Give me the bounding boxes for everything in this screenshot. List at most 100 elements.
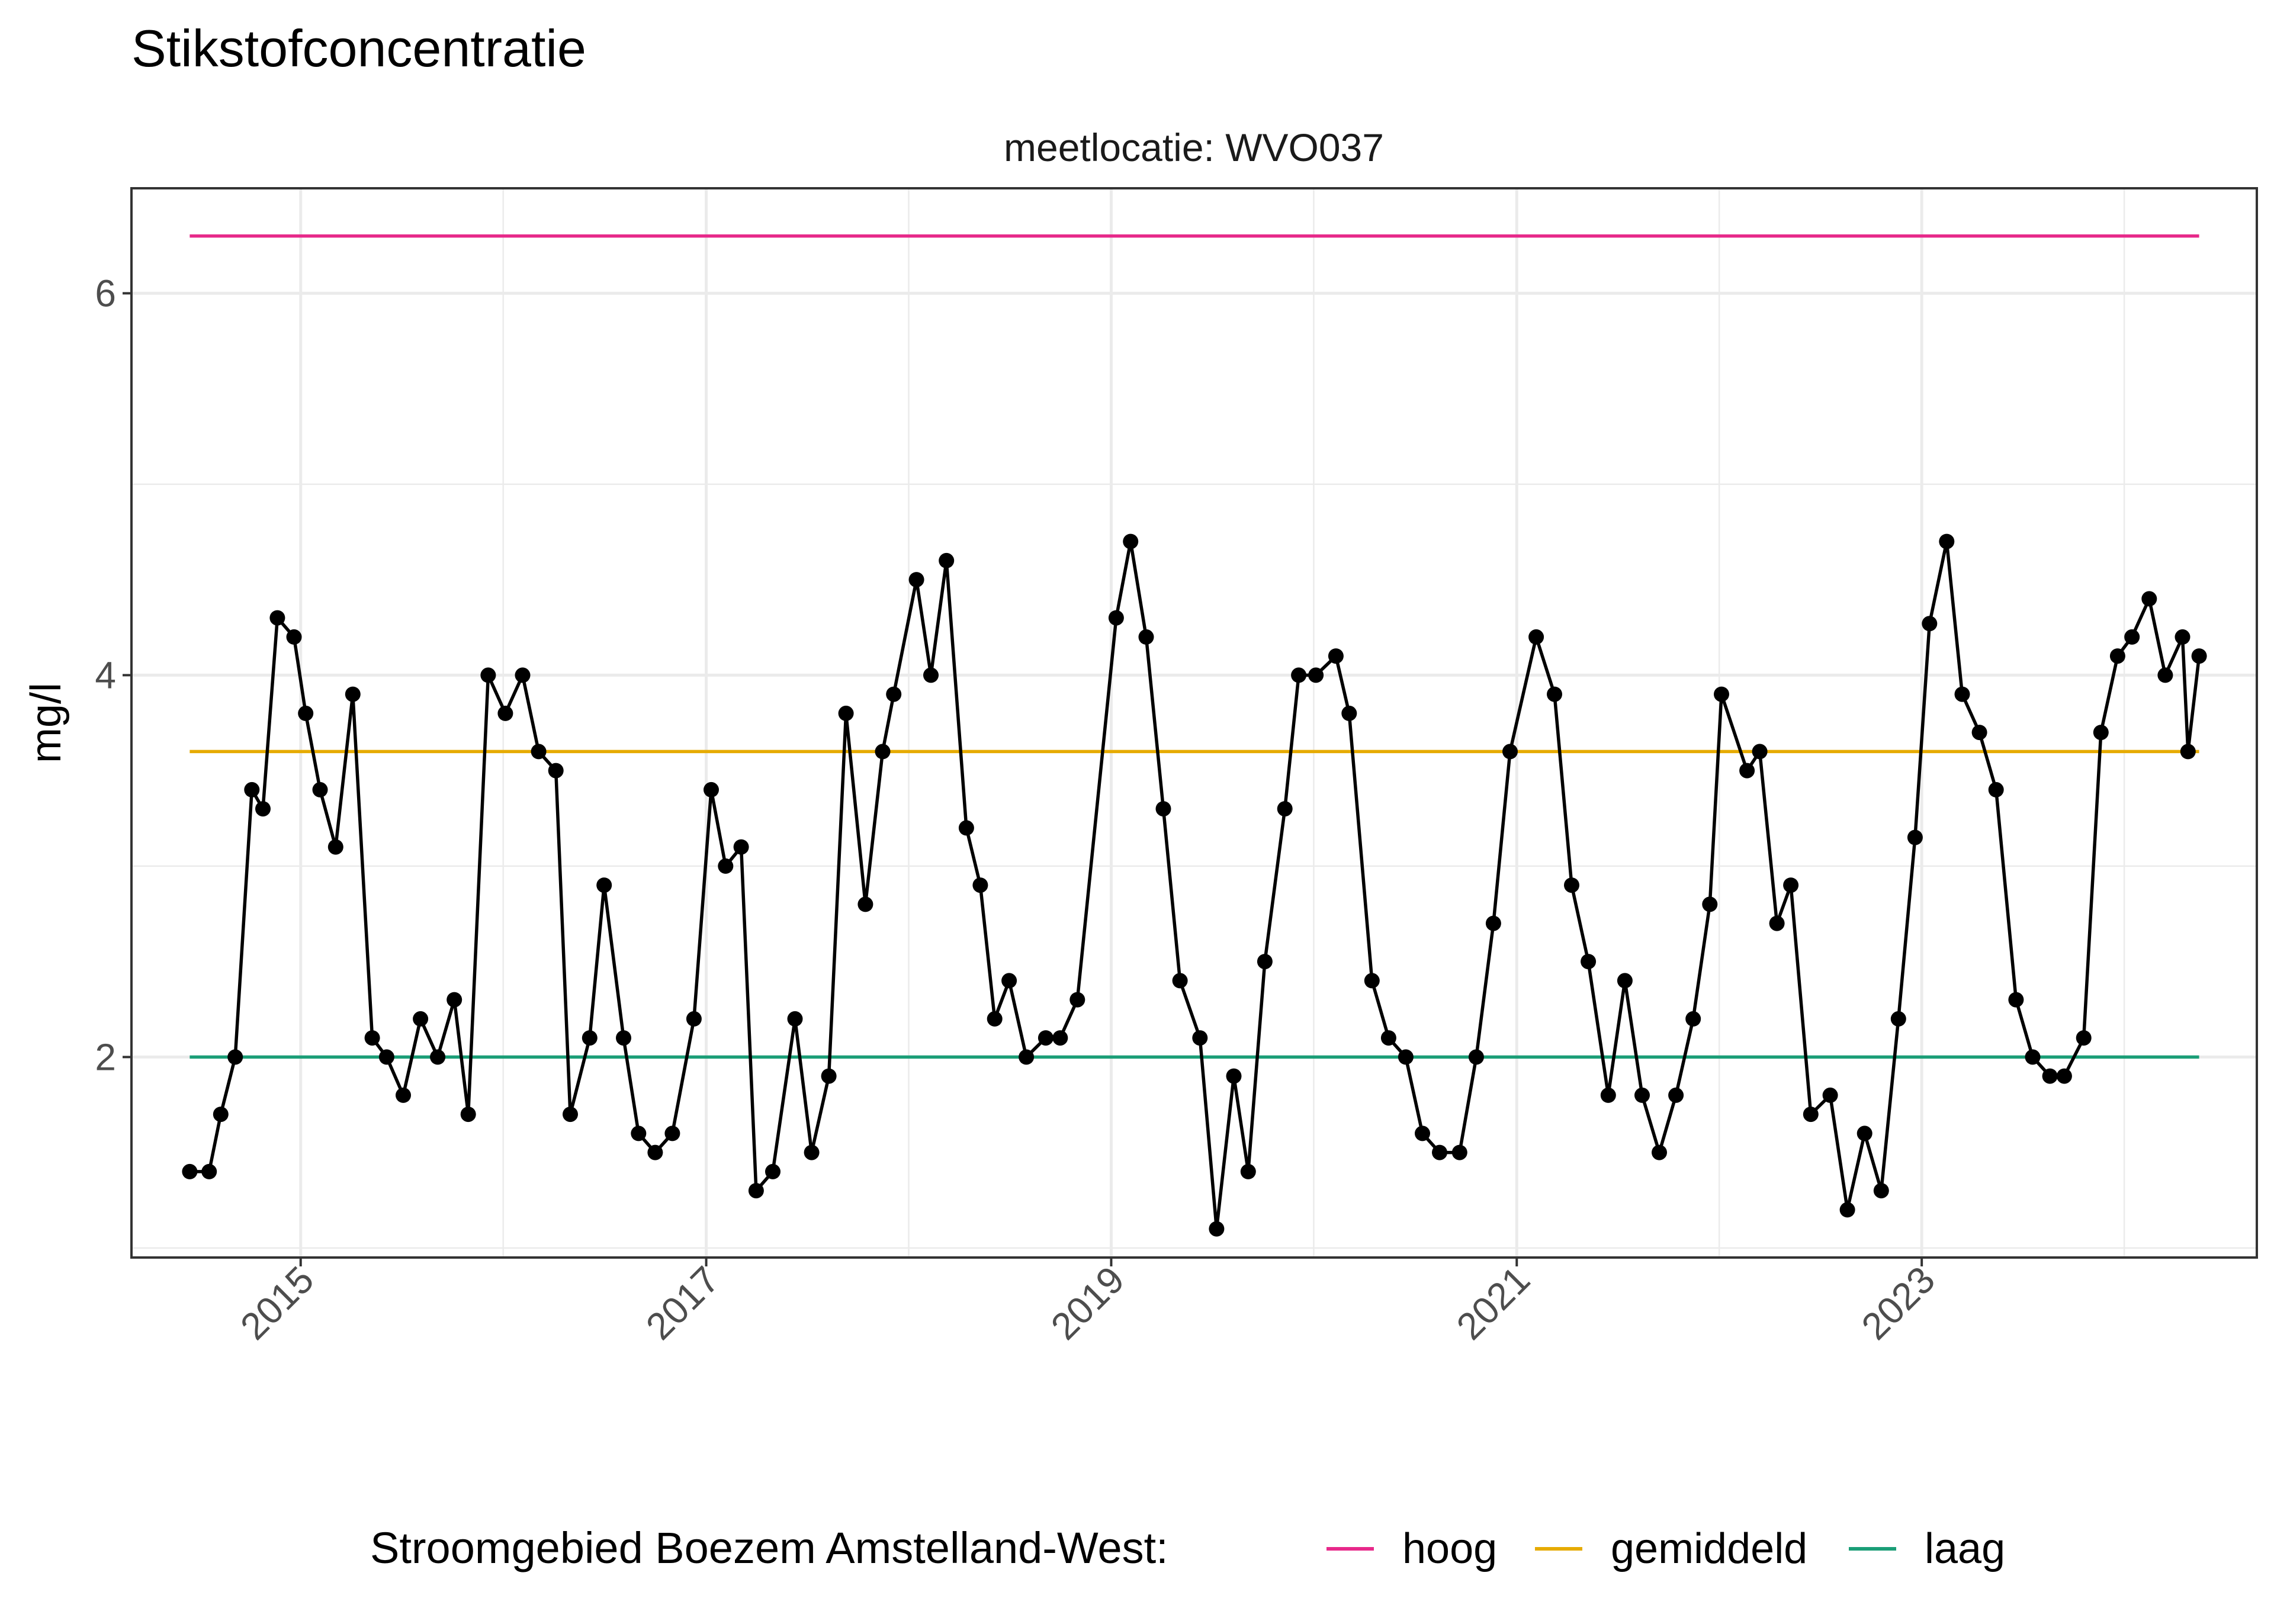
data-point-8 — [298, 705, 314, 721]
data-point-27 — [616, 1030, 631, 1046]
data-point-22 — [531, 744, 547, 760]
data-point-62 — [1226, 1068, 1242, 1084]
data-point-66 — [1291, 667, 1307, 683]
data-point-53 — [1052, 1030, 1068, 1046]
data-point-74 — [1432, 1144, 1447, 1160]
data-point-20 — [497, 705, 513, 721]
legend-label-gemiddeld: gemiddeld — [1611, 1525, 1807, 1572]
legend-title: Stroomgebied Boezem Amstelland-West: — [370, 1523, 1168, 1572]
data-point-82 — [1581, 954, 1597, 970]
data-point-47 — [958, 820, 974, 836]
data-point-113 — [2109, 648, 2125, 664]
data-point-96 — [1822, 1087, 1838, 1103]
data-point-0 — [182, 1163, 198, 1179]
data-point-40 — [838, 705, 854, 721]
data-point-14 — [396, 1087, 411, 1103]
data-point-46 — [939, 552, 955, 568]
data-point-92 — [1752, 744, 1768, 760]
data-point-43 — [886, 686, 902, 702]
data-point-60 — [1192, 1030, 1208, 1046]
x-tick-label-2023: 2023 — [1854, 1258, 1944, 1348]
data-point-18 — [460, 1107, 476, 1123]
data-point-95 — [1803, 1107, 1819, 1123]
data-point-42 — [875, 744, 891, 760]
data-point-52 — [1038, 1030, 1054, 1046]
data-point-10 — [327, 839, 343, 855]
x-tick-label-2015: 2015 — [232, 1258, 322, 1348]
data-point-19 — [480, 667, 496, 683]
y-tick-label-4: 4 — [95, 654, 116, 696]
data-point-64 — [1257, 954, 1273, 970]
data-point-36 — [765, 1163, 781, 1179]
data-point-107 — [2008, 992, 2024, 1008]
data-point-91 — [1739, 763, 1755, 779]
data-point-78 — [1502, 744, 1518, 760]
legend-label-hoog: hoog — [1402, 1525, 1497, 1572]
data-point-109 — [2042, 1068, 2058, 1084]
minor-gridlines — [131, 188, 2257, 1258]
y-axis-ticks: 2 4 6 — [95, 272, 131, 1078]
data-point-72 — [1398, 1049, 1414, 1065]
data-point-89 — [1702, 896, 1718, 912]
data-point-59 — [1172, 973, 1188, 989]
data-point-99 — [1873, 1183, 1889, 1199]
data-point-55 — [1108, 610, 1124, 626]
plot-background — [131, 188, 2257, 1258]
data-point-29 — [647, 1144, 663, 1160]
data-point-101 — [1907, 829, 1923, 845]
data-point-63 — [1240, 1163, 1256, 1179]
data-point-93 — [1769, 915, 1785, 931]
data-point-98 — [1857, 1125, 1872, 1141]
data-point-77 — [1485, 915, 1501, 931]
data-point-44 — [908, 572, 924, 588]
data-point-39 — [821, 1068, 837, 1084]
data-point-58 — [1155, 801, 1171, 817]
data-point-83 — [1600, 1087, 1616, 1103]
data-point-23 — [548, 763, 564, 779]
data-point-28 — [631, 1125, 647, 1141]
data-point-65 — [1277, 801, 1293, 817]
data-point-87 — [1668, 1087, 1684, 1103]
data-point-15 — [413, 1011, 429, 1027]
data-point-86 — [1652, 1144, 1667, 1160]
data-point-85 — [1634, 1087, 1650, 1103]
data-point-119 — [2191, 648, 2207, 664]
data-point-97 — [1839, 1202, 1855, 1218]
data-point-115 — [2141, 591, 2157, 607]
data-point-33 — [718, 858, 734, 874]
data-point-3 — [227, 1049, 243, 1065]
data-point-111 — [2076, 1030, 2092, 1046]
data-point-76 — [1468, 1049, 1484, 1065]
data-point-108 — [2025, 1049, 2041, 1065]
data-point-45 — [923, 667, 939, 683]
data-point-31 — [686, 1011, 702, 1027]
data-point-17 — [447, 992, 462, 1008]
y-tick-label-6: 6 — [95, 272, 116, 314]
data-point-38 — [804, 1144, 820, 1160]
x-axis-ticks: 2015 2017 2019 2021 2023 — [232, 1258, 1943, 1348]
data-point-114 — [2124, 629, 2140, 645]
data-point-116 — [2157, 667, 2173, 683]
data-point-1 — [201, 1163, 217, 1179]
series-points — [182, 533, 2207, 1237]
data-point-4 — [244, 782, 260, 797]
data-point-112 — [2093, 725, 2109, 741]
data-point-68 — [1328, 648, 1344, 664]
data-point-57 — [1138, 629, 1154, 645]
data-point-7 — [286, 629, 302, 645]
data-point-26 — [596, 877, 612, 893]
data-point-56 — [1123, 533, 1139, 549]
data-point-73 — [1415, 1125, 1430, 1141]
data-point-106 — [1988, 782, 2004, 797]
data-point-118 — [2180, 744, 2196, 760]
y-tick-label-2: 2 — [95, 1035, 116, 1078]
data-point-90 — [1714, 686, 1729, 702]
data-point-117 — [2175, 629, 2191, 645]
data-point-35 — [748, 1183, 764, 1199]
data-point-94 — [1783, 877, 1799, 893]
legend: Stroomgebied Boezem Amstelland-West: hoo… — [370, 1523, 2005, 1572]
data-point-32 — [704, 782, 719, 797]
data-point-9 — [312, 782, 328, 797]
data-point-61 — [1209, 1221, 1225, 1237]
